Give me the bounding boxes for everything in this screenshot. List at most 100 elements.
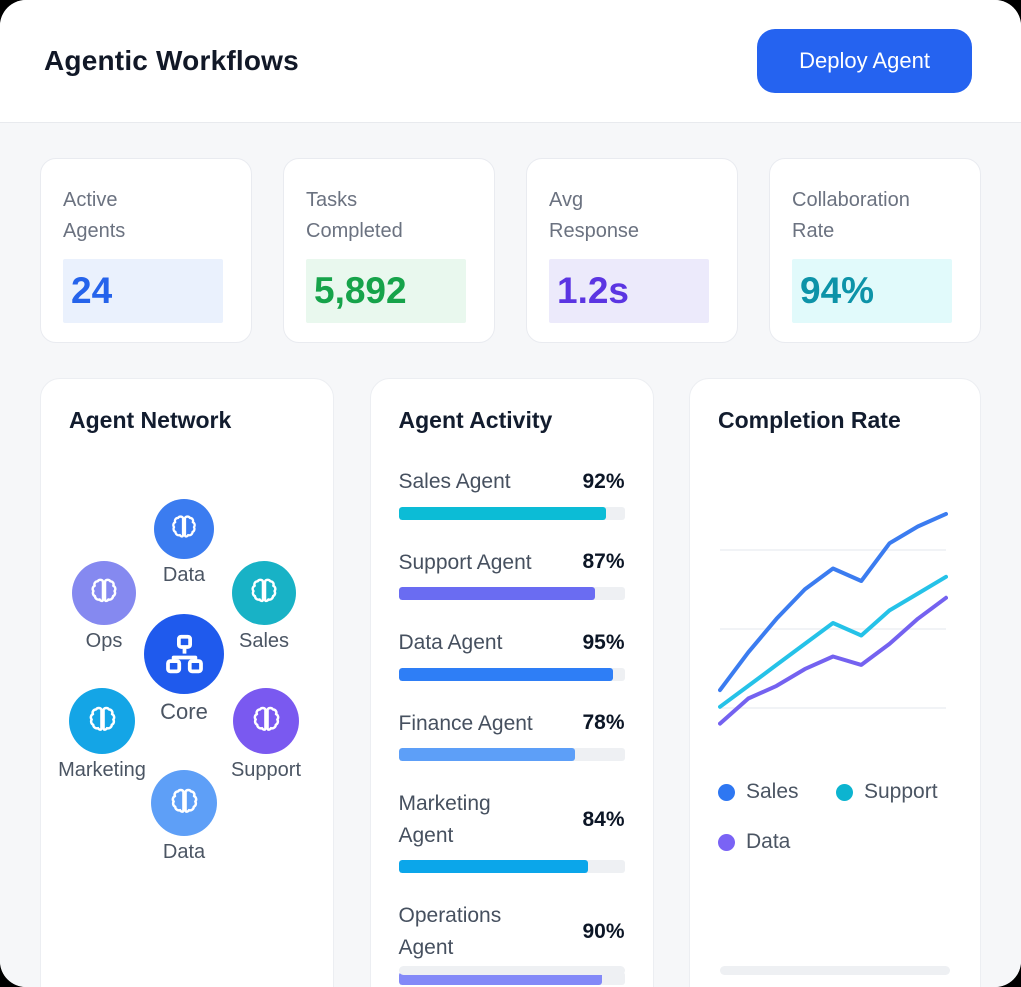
agent-node-circle [233,688,299,754]
stat-value: 24 [63,259,223,323]
stat-label: Avg Response [549,189,640,242]
activity-percent: 87% [582,550,625,574]
page-title: Agentic Workflows [44,45,299,76]
brain-icon [166,785,203,822]
agent-network-title: Agent Network [69,407,232,433]
agent-node-circle [151,770,217,836]
activity-agent-label: Operations Agent [398,904,502,959]
legend-label: Sales [746,780,799,803]
activity-bar-fill [398,748,575,761]
activity-row: Marketing Agent 84% [398,788,625,873]
activity-list: Sales Agent 92% Support Agent 87% Data Agent… [398,466,625,985]
stat-label: Active Agents [63,189,126,242]
activity-bar-track [398,587,625,600]
stat-card: Active Agents 24 [40,158,252,343]
brain-icon [246,575,282,611]
chart-line-data [718,595,948,726]
activity-percent: 92% [582,469,625,493]
activity-percent: 90% [582,919,625,943]
cutoff-row-hint [720,966,950,975]
agent-node-circle [69,688,135,754]
stats-row: Active Agents 24 Tasks Completed 5,892 Avg R… [40,158,981,343]
network-diagram: Data Ops Sales Core Marketing Support Da… [41,379,333,987]
legend-item-sales: Sales [718,780,836,804]
legend-dot-icon [718,783,735,801]
network-node-label: Marketing [58,759,146,781]
activity-bar-track [398,972,625,985]
cutoff-row-hint [398,966,625,975]
activity-bar-track [398,667,625,681]
network-node-label: Ops [85,630,123,652]
activity-bar-track [398,748,625,761]
network-node-label: Data [162,841,206,863]
activity-agent-label: Finance Agent [398,711,533,735]
legend-item-data: Data [718,830,836,854]
stat-value: 5,892 [306,259,466,323]
activity-agent-label: Sales Agent [398,470,511,493]
dashboard-body: Active Agents 24 Tasks Completed 5,892 Avg R… [0,123,1021,987]
agent-activity-title: Agent Activity [398,407,553,433]
activity-bar-fill [398,506,607,520]
activity-agent-label: Data Agent [398,631,503,654]
sitemap-icon [162,632,207,677]
stat-card: Avg Response 1.2s [526,158,738,343]
stat-card: Tasks Completed 5,892 [283,158,495,343]
chart-legend: Sales Support Data [718,780,952,854]
completion-rate-title: Completion Rate [718,407,901,433]
activity-row: Data Agent 95% [398,627,625,681]
panels-row: Agent Network Data Ops Sales Core Market… [40,378,981,987]
brain-icon [86,575,122,611]
brain-icon [167,512,201,546]
agent-activity-panel: Agent Activity Sales Agent 92% Support Age… [369,378,654,987]
network-node-data: Data [124,770,244,864]
activity-percent: 95% [582,630,625,654]
activity-percent: 84% [582,807,625,831]
header: Agentic Workflows Deploy Agent [0,0,1021,123]
activity-bar-fill [398,972,602,985]
legend-label: Support [864,780,938,803]
legend-label: Data [746,830,791,853]
network-node-ops: Ops [44,561,164,653]
activity-agent-label: Marketing Agent [398,792,491,847]
activity-bar-track [398,860,625,873]
brain-icon [84,703,121,740]
network-node-marketing: Marketing [42,688,162,782]
stat-value: 1.2s [549,259,709,323]
agent-node-circle [72,561,136,625]
activity-row: Sales Agent 92% [398,466,625,520]
network-node-label: Sales [238,630,290,652]
activity-row: Finance Agent 78% [398,708,625,761]
stat-card: Collaboration Rate 94% [769,158,981,343]
network-node-support: Support [206,688,326,782]
network-node-label: Support [230,759,302,781]
stat-value: 94% [792,259,952,323]
activity-agent-label: Support Agent [398,550,532,574]
stat-label: Tasks Completed [306,189,403,242]
network-node-label: Core [160,699,208,724]
activity-row: Operations Agent 90% [398,900,625,985]
activity-bar-fill [398,860,589,873]
activity-row: Support Agent 87% [398,547,625,600]
network-node-label: Data [162,564,206,586]
activity-bar-fill [398,587,596,600]
network-node-core: Core [124,614,244,725]
network-node-data: Data [124,499,244,587]
agent-network-panel: Agent Network Data Ops Sales Core Market… [40,378,334,987]
legend-dot-icon [836,783,853,801]
brain-icon [248,703,285,740]
agent-node-circle [232,561,296,625]
legend-item-support: Support [836,780,952,804]
completion-line-chart [718,511,948,726]
legend-dot-icon [718,833,735,851]
activity-bar-track [398,506,625,520]
agent-node-circle [144,614,224,694]
chart-line-sales [718,511,948,693]
network-node-sales: Sales [204,561,324,653]
stat-label: Collaboration Rate [792,189,910,242]
agent-node-circle [154,499,214,559]
activity-bar-fill [398,667,614,681]
completion-rate-panel: Completion Rate Sales Support Data [689,378,981,987]
deploy-agent-button[interactable]: Deploy Agent [757,29,972,93]
activity-percent: 78% [582,711,625,735]
